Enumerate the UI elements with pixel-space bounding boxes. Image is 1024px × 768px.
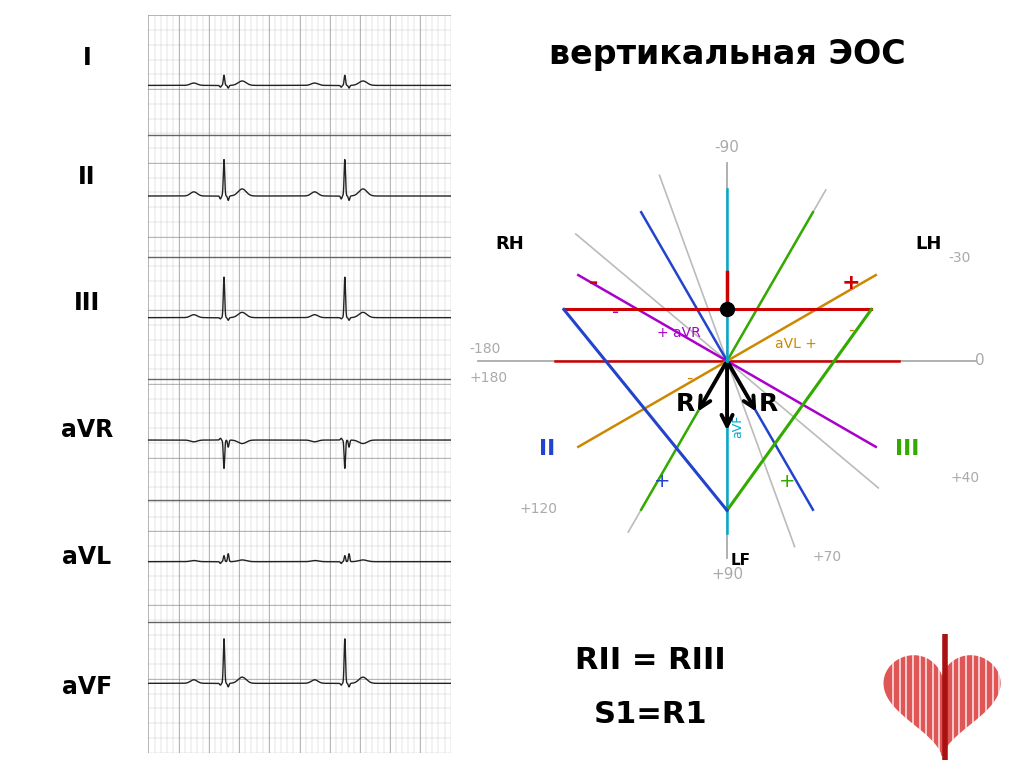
Text: + aVR: + aVR [657,326,700,340]
Text: +: + [842,273,860,293]
Text: -180: -180 [469,342,501,356]
Text: aVL: aVL [62,545,112,569]
Text: -: - [611,303,618,323]
Text: +: + [779,472,796,491]
Text: -: - [589,273,598,293]
Text: RII = RIII: RII = RIII [574,646,726,675]
Text: S1=R1: S1=R1 [594,700,707,729]
Text: -30: -30 [948,251,971,265]
Point [719,303,735,316]
Polygon shape [884,656,1000,756]
Text: +: + [653,472,670,491]
Text: +40: +40 [950,471,980,485]
Text: вертикальная ЭОС: вертикальная ЭОС [549,38,905,71]
Text: 0: 0 [975,353,985,369]
Text: -: - [686,369,692,387]
Text: +70: +70 [812,550,842,564]
Text: III: III [74,291,100,316]
Text: aVL +: aVL + [775,337,817,351]
Text: II: II [78,164,96,189]
Text: aVF: aVF [731,415,743,438]
Text: RH: RH [496,235,524,253]
Text: LH: LH [915,235,942,253]
Text: +90: +90 [711,567,743,582]
Text: LF: LF [731,553,751,568]
Text: +180: +180 [469,371,508,385]
Text: aVR: aVR [60,418,114,442]
Text: -: - [848,321,854,339]
Text: I: I [83,45,91,70]
Text: aVF: aVF [61,675,113,700]
Text: +120: +120 [519,502,557,516]
Text: R: R [759,392,778,416]
Text: R: R [676,392,695,416]
Text: -90: -90 [715,140,739,155]
Text: III: III [895,439,920,459]
Text: II: II [539,439,555,459]
